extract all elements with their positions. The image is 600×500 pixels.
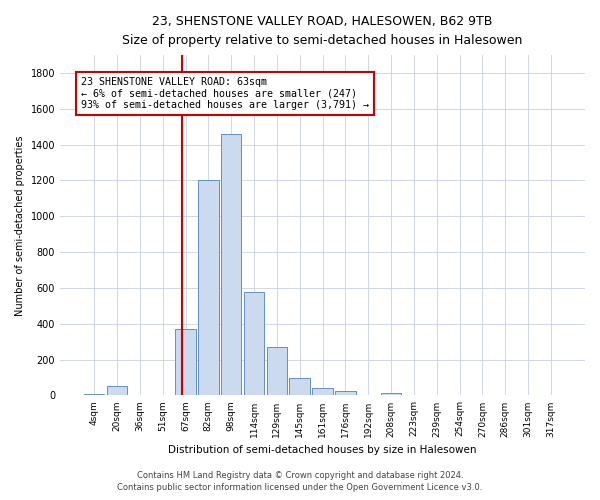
Bar (152, 395, 173, 396)
Bar (130, 395, 150, 396)
Bar (404, 394, 424, 396)
Title: 23, SHENSTONE VALLEY ROAD, HALESOWEN, B62 9TB
Size of property relative to semi-: 23, SHENSTONE VALLEY ROAD, HALESOWEN, B6… (122, 15, 523, 47)
Bar (289, 378, 310, 396)
Text: Contains HM Land Registry data © Crown copyright and database right 2024.
Contai: Contains HM Land Registry data © Crown c… (118, 471, 482, 492)
Bar (221, 134, 241, 396)
Bar (198, 180, 218, 396)
Bar (312, 388, 333, 396)
Bar (427, 395, 447, 396)
Bar (107, 386, 127, 396)
Bar (244, 292, 264, 396)
Bar (358, 394, 379, 396)
Y-axis label: Number of semi-detached properties: Number of semi-detached properties (15, 135, 25, 316)
Text: 23 SHENSTONE VALLEY ROAD: 63sqm
← 6% of semi-detached houses are smaller (247)
9: 23 SHENSTONE VALLEY ROAD: 63sqm ← 6% of … (81, 77, 369, 110)
Bar (266, 347, 287, 396)
Bar (381, 392, 401, 396)
Bar (175, 329, 196, 396)
X-axis label: Distribution of semi-detached houses by size in Halesowen: Distribution of semi-detached houses by … (168, 445, 477, 455)
Bar (84, 394, 104, 396)
Bar (335, 391, 356, 396)
